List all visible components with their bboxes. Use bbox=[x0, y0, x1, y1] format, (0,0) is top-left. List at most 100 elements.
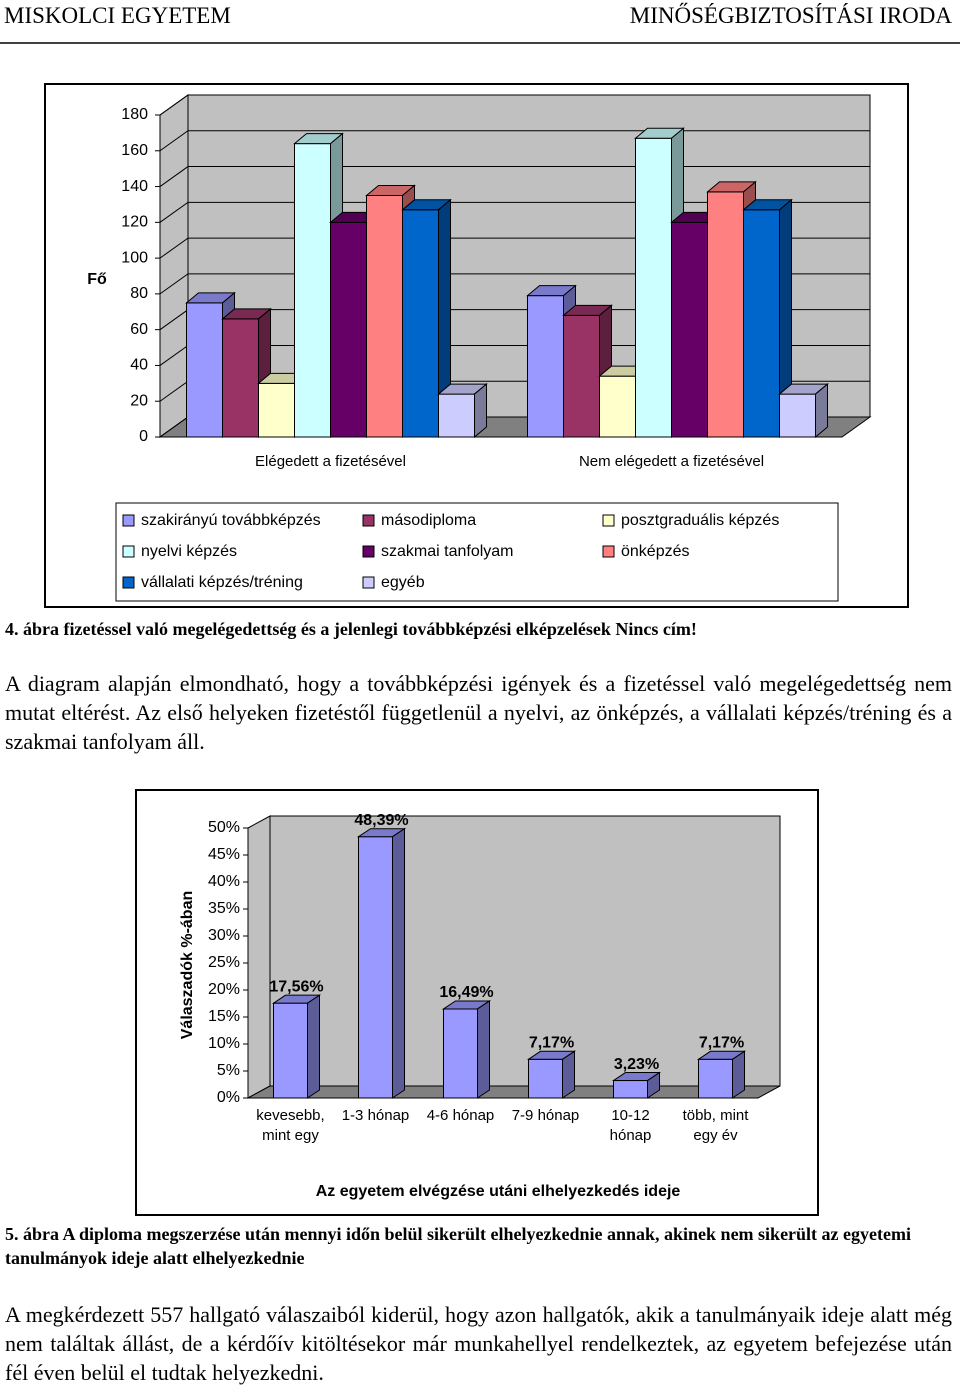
legend-swatch bbox=[362, 545, 375, 558]
y-tick-label: 160 bbox=[121, 142, 148, 159]
x-tick-box: 10-12 hónap bbox=[609, 1107, 652, 1144]
chart-frame bbox=[135, 789, 819, 1216]
bar bbox=[402, 209, 439, 438]
legend-swatch bbox=[362, 576, 375, 589]
x-tick-label: több, mint egy év bbox=[682, 1107, 749, 1144]
bar-side bbox=[562, 1050, 575, 1099]
legend-label: szakmai tanfolyam bbox=[381, 543, 514, 560]
y-tick-label: 20 bbox=[130, 392, 148, 409]
x-tick-box: 4-6 hónap bbox=[426, 1107, 495, 1124]
legend-swatch bbox=[122, 514, 135, 527]
bar-side bbox=[732, 1050, 745, 1099]
bar bbox=[779, 393, 816, 438]
bar bbox=[443, 1008, 478, 1099]
bar bbox=[358, 836, 393, 1099]
paragraph: A megkérdezett 557 hallgató válaszaiból … bbox=[5, 1302, 952, 1385]
legend-swatch bbox=[122, 545, 135, 558]
legend-swatch bbox=[602, 514, 615, 527]
bar-side bbox=[474, 382, 487, 439]
bar-side bbox=[647, 1071, 660, 1099]
legend-swatch bbox=[362, 514, 375, 527]
x-tick-box: Elégedett a fizetésével bbox=[255, 453, 406, 470]
caption: 4. ábra fizetéssel való megelégedettség … bbox=[5, 619, 697, 639]
legend-swatch bbox=[122, 576, 135, 589]
value-label: 17,56% bbox=[269, 978, 323, 995]
bar bbox=[273, 1002, 308, 1099]
y-tick-label: 15% bbox=[208, 1008, 240, 1025]
bar bbox=[330, 221, 367, 438]
x-tick-box: Nem elégedett a fizetésével bbox=[578, 453, 765, 470]
x-tick-label: kevesebb, mint egy bbox=[256, 1107, 325, 1144]
legend-label: egyéb bbox=[381, 574, 425, 591]
legend-label: szakirányú továbbképzés bbox=[141, 512, 321, 529]
y-tick-label: 5% bbox=[217, 1062, 240, 1079]
x-tick-label: 1-3 hónap bbox=[341, 1107, 410, 1124]
x-tick-label: 10-12 hónap bbox=[609, 1107, 652, 1144]
bar bbox=[599, 375, 636, 438]
paragraph: A diagram alapján elmondható, hogy a tov… bbox=[5, 671, 952, 754]
bar bbox=[528, 1058, 563, 1099]
bar bbox=[294, 143, 331, 438]
x-tick-label: Nem elégedett a fizetésével bbox=[578, 453, 765, 470]
bar-side bbox=[307, 994, 320, 1099]
value-label: 3,23% bbox=[614, 1056, 659, 1073]
bar bbox=[222, 318, 259, 438]
legend-swatch bbox=[602, 545, 615, 558]
y-tick-label: 0 bbox=[139, 428, 148, 445]
y-tick-label: 60 bbox=[130, 321, 148, 338]
legend-box bbox=[115, 502, 839, 602]
bar bbox=[671, 221, 708, 438]
caption: 5. ábra A diploma megszerzése után menny… bbox=[5, 1224, 911, 1268]
legend-label: vállalati képzés/tréning bbox=[141, 574, 303, 591]
y-tick-label: 45% bbox=[208, 846, 240, 863]
bar bbox=[707, 191, 744, 438]
x-tick-label: 7-9 hónap bbox=[511, 1107, 580, 1124]
value-label: 7,17% bbox=[699, 1035, 744, 1052]
y-tick-label: 180 bbox=[121, 106, 148, 123]
y-tick-label: 100 bbox=[121, 249, 148, 266]
x-tick-box: 1-3 hónap bbox=[341, 1107, 410, 1124]
y-tick-label: 10% bbox=[208, 1035, 240, 1052]
y-tick-label: 80 bbox=[130, 285, 148, 302]
bar bbox=[186, 302, 223, 438]
x-tick-box: több, mint egy év bbox=[682, 1107, 749, 1144]
bar bbox=[527, 295, 564, 438]
bar bbox=[366, 195, 403, 438]
y-tick-label: 35% bbox=[208, 900, 240, 917]
value-label: 7,17% bbox=[529, 1035, 574, 1052]
bar-side bbox=[392, 827, 405, 1099]
bar bbox=[613, 1080, 648, 1099]
y-tick-label: 20% bbox=[208, 981, 240, 998]
chart-frame bbox=[44, 83, 909, 608]
y-axis-title: Fő bbox=[87, 271, 107, 288]
legend-label: nyelvi képzés bbox=[141, 543, 237, 560]
value-label: 48,39% bbox=[354, 812, 408, 829]
bar-side bbox=[815, 382, 828, 439]
side-wall bbox=[247, 815, 271, 1099]
bar bbox=[438, 393, 475, 438]
legend-label: másodiploma bbox=[381, 512, 476, 529]
y-tick-label: 25% bbox=[208, 954, 240, 971]
grid-line bbox=[159, 94, 870, 116]
x-tick-box: 7-9 hónap bbox=[511, 1107, 580, 1124]
legend-label: posztgraduális képzés bbox=[621, 512, 779, 529]
y-axis-title: Válaszadók %-ában bbox=[179, 891, 196, 1040]
y-tick-label: 40 bbox=[130, 357, 148, 374]
y-tick-label: 0% bbox=[217, 1089, 240, 1106]
x-tick-box: kevesebb, mint egy bbox=[256, 1107, 325, 1144]
bar bbox=[698, 1058, 733, 1099]
legend-label: önképzés bbox=[621, 543, 690, 560]
header-right: MINŐSÉGBIZTOSÍTÁSI IRODA bbox=[629, 3, 952, 28]
grid-line bbox=[159, 130, 870, 152]
value-label: 16,49% bbox=[439, 984, 493, 1001]
bar-side bbox=[477, 1000, 490, 1099]
bar bbox=[743, 209, 780, 438]
x-tick-label: Elégedett a fizetésével bbox=[255, 453, 406, 470]
y-tick-label: 30% bbox=[208, 927, 240, 944]
x-tick-label: 4-6 hónap bbox=[426, 1107, 495, 1124]
side-wall bbox=[159, 94, 189, 438]
bar bbox=[563, 314, 600, 438]
y-tick-label: 50% bbox=[208, 819, 240, 836]
header-left: MISKOLCI EGYETEM bbox=[4, 3, 231, 28]
